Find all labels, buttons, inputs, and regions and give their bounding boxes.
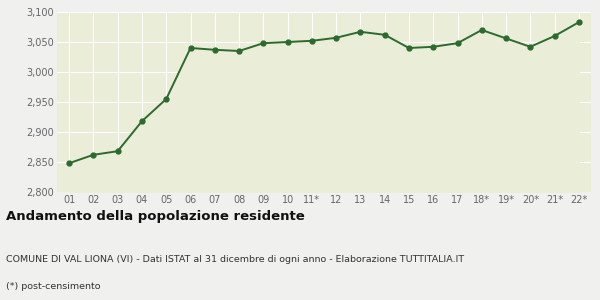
Text: Andamento della popolazione residente: Andamento della popolazione residente: [6, 210, 305, 223]
Text: COMUNE DI VAL LIONA (VI) - Dati ISTAT al 31 dicembre di ogni anno - Elaborazione: COMUNE DI VAL LIONA (VI) - Dati ISTAT al…: [6, 255, 464, 264]
Text: (*) post-censimento: (*) post-censimento: [6, 282, 101, 291]
